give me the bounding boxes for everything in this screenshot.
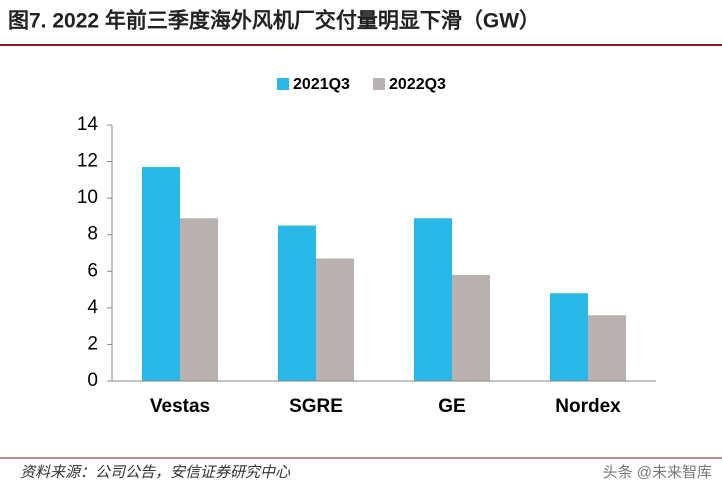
- bar: [180, 218, 218, 381]
- y-tick-label: 2: [87, 333, 98, 354]
- bar: [452, 274, 490, 381]
- x-tick-label: SGRE: [289, 396, 343, 417]
- bar: [588, 315, 626, 381]
- legend-swatch: [373, 78, 385, 90]
- y-tick-label: 6: [87, 260, 98, 281]
- watermark: 头条 @未来智库: [603, 463, 712, 481]
- legend-label: 2022Q3: [389, 76, 446, 93]
- chart-title: 图7. 2022 年前三季度海外风机厂交付量明显下滑（GW）: [8, 9, 540, 33]
- y-tick-label: 14: [77, 114, 99, 135]
- legend-label: 2021Q3: [293, 76, 350, 93]
- y-tick-label: 10: [77, 187, 98, 208]
- y-tick-label: 12: [77, 151, 98, 172]
- bar: [316, 258, 354, 381]
- y-tick-label: 4: [87, 297, 98, 318]
- x-tick-label: GE: [438, 396, 465, 417]
- bar: [550, 293, 588, 381]
- y-tick-label: 8: [87, 224, 98, 245]
- x-tick-label: Nordex: [555, 396, 621, 417]
- bar: [142, 167, 180, 381]
- legend-swatch: [277, 78, 289, 90]
- x-tick-label: Vestas: [150, 396, 210, 417]
- bar: [414, 218, 452, 381]
- source: 资料来源：公司公告，安信证券研究中心: [20, 464, 291, 481]
- y-tick-label: 0: [87, 370, 98, 391]
- bar: [278, 225, 316, 381]
